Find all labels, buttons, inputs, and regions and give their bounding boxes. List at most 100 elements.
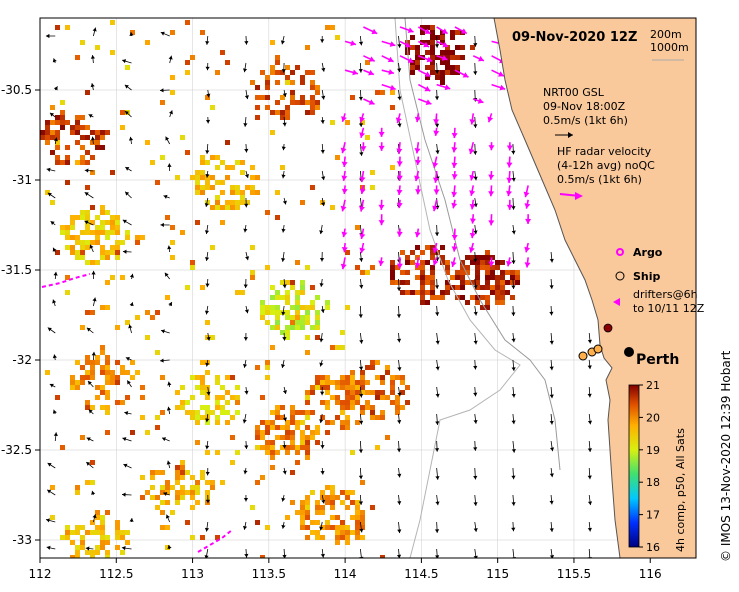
- sst-pixel: [355, 225, 360, 230]
- sst-pixel: [400, 405, 405, 410]
- velocity-arrow: [168, 301, 173, 307]
- sst-pixel: [90, 170, 95, 175]
- sst-pixel: [290, 325, 295, 330]
- velocity-arrow: [204, 197, 209, 208]
- sst-pixel: [405, 255, 410, 260]
- sst-pixel: [400, 380, 405, 385]
- velocity-arrow: [587, 494, 593, 506]
- velocity-arrow: [473, 359, 478, 370]
- velocity-arrow: [320, 143, 325, 154]
- sst-pixel: [305, 525, 310, 530]
- sst-pixel: [440, 50, 445, 55]
- sst-pixel: [505, 270, 510, 275]
- sst-pixel: [425, 40, 430, 45]
- sst-pixel: [100, 535, 105, 540]
- gsl-legend-line-3: 0.5m/s (1kt 6h): [543, 114, 628, 127]
- sst-pixel: [190, 490, 195, 495]
- sst-pixel: [430, 290, 435, 295]
- sst-pixel: [410, 260, 415, 265]
- sst-pixel: [185, 400, 190, 405]
- velocity-arrow: [86, 437, 94, 442]
- sst-pixel: [190, 395, 195, 400]
- sst-pixel: [255, 115, 260, 120]
- sst-pixel: [350, 405, 355, 410]
- sst-pixel: [435, 55, 440, 60]
- sst-pixel: [300, 435, 305, 440]
- sst-pixel: [310, 100, 315, 105]
- sst-pixel: [290, 320, 295, 325]
- sst-pixel: [295, 410, 300, 415]
- sst-pixel: [375, 390, 380, 395]
- velocity-arrow: [46, 545, 56, 550]
- sst-pixel: [50, 515, 55, 520]
- sst-pixel: [290, 80, 295, 85]
- sst-pixel: [325, 25, 330, 30]
- sst-pixel: [440, 260, 445, 265]
- hf-radar-arrow: [399, 26, 414, 33]
- sst-pixel: [360, 520, 365, 525]
- sst-pixel: [50, 200, 55, 205]
- sst-pixel: [265, 75, 270, 80]
- x-tick-label: 114: [334, 567, 357, 581]
- sst-pixel: [70, 530, 75, 535]
- sst-pixel: [70, 235, 75, 240]
- sst-pixel: [155, 350, 160, 355]
- hf-radar-arrow: [414, 257, 421, 269]
- sst-pixel: [430, 270, 435, 275]
- sst-pixel: [305, 110, 310, 115]
- velocity-arrow: [396, 305, 402, 318]
- sst-pixel: [125, 370, 130, 375]
- sst-pixel: [430, 25, 435, 30]
- hf-radar-arrow: [359, 242, 366, 254]
- hf-radar-arrow: [341, 185, 348, 195]
- sst-pixel: [475, 270, 480, 275]
- sst-pixel: [450, 50, 455, 55]
- sst-pixel: [375, 445, 380, 450]
- sst-pixel: [175, 175, 180, 180]
- hf-radar-arrow: [432, 257, 439, 266]
- velocity-arrow: [435, 467, 440, 480]
- sst-pixel: [305, 335, 310, 340]
- sst-pixel: [285, 325, 290, 330]
- velocity-arrow: [511, 521, 516, 532]
- sst-pixel: [395, 400, 400, 405]
- y-axis-ticks: -30.5-31-31.5-32-32.5-33: [1, 83, 40, 547]
- sst-pixel: [305, 350, 310, 355]
- velocity-arrow: [282, 467, 287, 475]
- x-tick-label: 113: [181, 567, 204, 581]
- sst-pixel: [410, 65, 415, 70]
- velocity-arrow: [397, 359, 402, 371]
- sst-pixel: [350, 395, 355, 400]
- velocity-arrow: [244, 89, 249, 100]
- sst-pixel: [345, 375, 350, 380]
- sst-pixel: [235, 400, 240, 405]
- sst-pixel: [390, 275, 395, 280]
- sst-pixel: [390, 390, 395, 395]
- velocity-arrow: [282, 89, 287, 97]
- sst-pixel: [285, 445, 290, 450]
- sst-patch: [60, 510, 130, 558]
- sst-pixel: [430, 35, 435, 40]
- sst-pixel: [425, 275, 430, 280]
- sst-pixel: [300, 325, 305, 330]
- sst-pixel: [250, 505, 255, 510]
- sst-pixel: [215, 395, 220, 400]
- velocity-arrow: [435, 386, 440, 398]
- sst-pixel: [200, 390, 205, 395]
- sst-pixel: [110, 170, 115, 175]
- sst-pixel: [395, 405, 400, 410]
- sst-pixel: [115, 535, 120, 540]
- sst-pixel: [100, 390, 105, 395]
- sst-pixel: [85, 215, 90, 220]
- hf-radar-arrow: [341, 113, 347, 123]
- sst-pixel: [475, 260, 480, 265]
- sst-pixel: [285, 425, 290, 430]
- sst-pixel: [200, 360, 205, 365]
- velocity-arrow: [320, 467, 325, 475]
- sst-pixel: [85, 370, 90, 375]
- velocity-arrow: [91, 490, 96, 496]
- sst-pixel: [300, 440, 305, 445]
- hf-radar-arrow: [433, 113, 440, 125]
- sst-pixel: [275, 100, 280, 105]
